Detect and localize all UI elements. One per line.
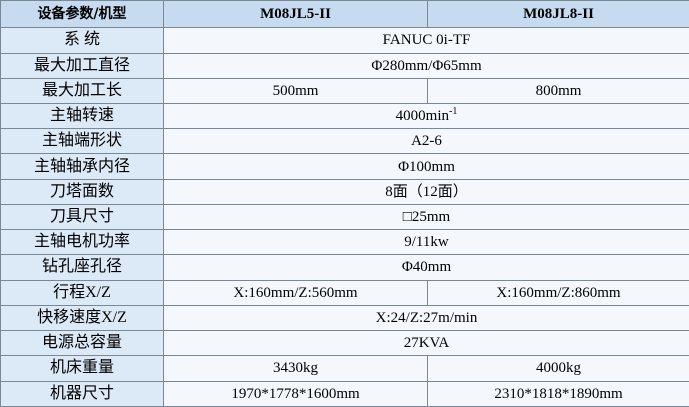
row-label: 主轴端形状 (0, 128, 164, 155)
row-label: 行程X/Z (0, 279, 164, 306)
row-label: 最大加工长 (0, 77, 164, 104)
row-label: 主轴轴承内径 (0, 153, 164, 180)
value-text: 3430kg (273, 360, 318, 377)
value-text: X:160mm/Z:860mm (496, 284, 621, 301)
row-label: 机器尺寸 (0, 380, 164, 407)
value-cell: Φ280mm/Φ65mm (163, 52, 689, 79)
row: 行程X/Z X:160mm/Z:560mm X:160mm/Z:860mm (0, 279, 689, 306)
value-text: 9/11kw (404, 234, 449, 251)
header-cell: 设备参数/机型 (0, 0, 164, 29)
value-text: Φ100mm (398, 158, 455, 175)
value-cell: 1970*1778*1600mm (163, 380, 428, 407)
value-cell: X:24/Z:27m/min (163, 304, 689, 332)
row: 最大加工长 500mm 800mm (0, 77, 689, 104)
row-label: 刀塔面数 (0, 178, 164, 205)
value-text: 500mm (272, 82, 319, 99)
value-text: 1970*1778*1600mm (231, 385, 360, 402)
row-label: 系 统 (0, 27, 164, 54)
value-text: Φ280mm/Φ65mm (371, 57, 482, 74)
row-label: 电源总容量 (0, 330, 164, 357)
value-cell: X:160mm/Z:560mm (163, 279, 428, 306)
row: 钻孔座孔径 Φ40mm (0, 254, 689, 281)
value-cell: 27KVA (163, 330, 689, 357)
value-cell: □25mm (163, 203, 689, 231)
value-text: 2310*1818*1890mm (494, 385, 623, 402)
row: 主轴端形状 A2-6 (0, 128, 689, 155)
row-label: 最大加工直径 (0, 52, 164, 79)
row: 机床重量 3430kg 4000kg (0, 355, 689, 382)
row: 主轴轴承内径 Φ100mm (0, 153, 689, 180)
value-text: X:160mm/Z:560mm (233, 284, 358, 301)
row-label: 刀具尺寸 (0, 203, 164, 231)
header-cell: M08JL5-II (163, 0, 428, 29)
value-text: □25mm (402, 209, 451, 226)
row-label: 机床重量 (0, 355, 164, 382)
value-cell: 4000kg (427, 355, 689, 382)
value-text: 8面（12面） (385, 183, 468, 200)
value-text: 4000min (395, 108, 449, 125)
value-cell: 8面（12面） (163, 178, 689, 205)
value-text: 27KVA (403, 335, 450, 352)
row-label: 快移速度X/Z (0, 304, 164, 332)
value-text: 4000kg (536, 360, 581, 377)
value-cell: A2-6 (163, 128, 689, 155)
value-cell: 4000min-1 (163, 102, 689, 130)
row: 主轴转速 4000min-1 (0, 102, 689, 130)
row-label: 主轴电机功率 (0, 229, 164, 256)
value-text: FANUC 0i-TF (382, 32, 471, 49)
row: 系 统 FANUC 0i-TF (0, 27, 689, 54)
row: 刀塔面数 8面（12面） (0, 178, 689, 205)
value-cell: 2310*1818*1890mm (427, 380, 689, 407)
row: 快移速度X/Z X:24/Z:27m/min (0, 304, 689, 332)
header-row: 设备参数/机型 M08JL5-II M08JL8-II (0, 0, 689, 29)
row: 最大加工直径 Φ280mm/Φ65mm (0, 52, 689, 79)
row-label: 钻孔座孔径 (0, 254, 164, 281)
superscript: -1 (449, 106, 458, 118)
row: 主轴电机功率 9/11kw (0, 229, 689, 256)
header-cell: M08JL8-II (427, 0, 689, 29)
value-cell: Φ40mm (163, 254, 689, 281)
value-cell: FANUC 0i-TF (163, 27, 689, 54)
value-text: A2-6 (411, 133, 442, 150)
row: 机器尺寸 1970*1778*1600mm 2310*1818*1890mm (0, 380, 689, 407)
value-cell: 3430kg (163, 355, 428, 382)
value-cell: Φ100mm (163, 153, 689, 180)
value-text: Φ40mm (401, 259, 452, 276)
value-cell: X:160mm/Z:860mm (427, 279, 689, 306)
value-cell: 500mm (163, 77, 428, 104)
row: 电源总容量 27KVA (0, 330, 689, 357)
row: 刀具尺寸 □25mm (0, 203, 689, 231)
value-text: 800mm (535, 82, 582, 99)
value-cell: 800mm (427, 77, 689, 104)
value-cell: 9/11kw (163, 229, 689, 256)
value-text: X:24/Z:27m/min (375, 309, 478, 326)
row-label: 主轴转速 (0, 102, 164, 130)
